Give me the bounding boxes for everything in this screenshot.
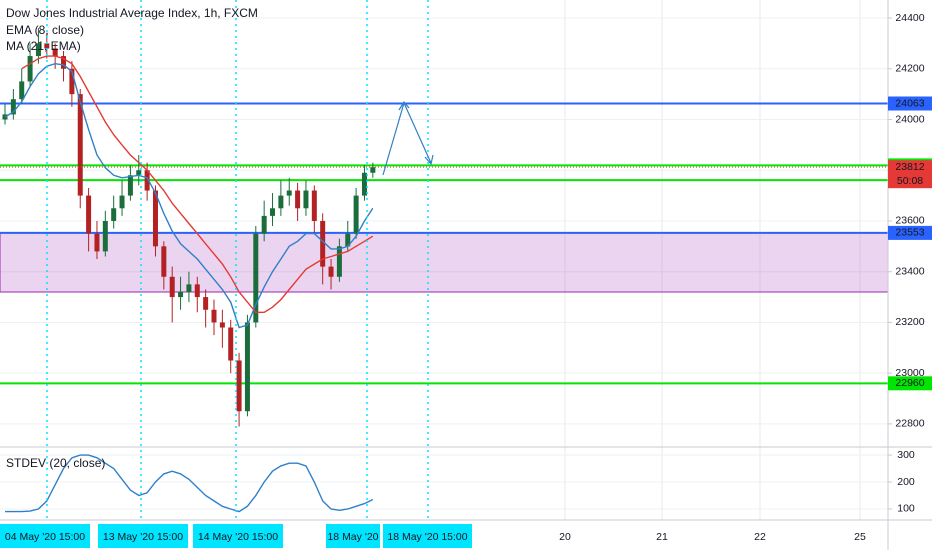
- candle-body: [336, 246, 342, 277]
- candle-body: [253, 233, 259, 323]
- candle-body: [136, 170, 142, 176]
- candle-body: [219, 322, 225, 328]
- candle-body: [19, 81, 25, 100]
- x-tick-label: 14 May '20 15:00: [198, 531, 278, 543]
- candle-body: [111, 208, 117, 221]
- candle-body: [303, 190, 309, 209]
- indicator-line: [21, 55, 374, 313]
- level-label-bg: [888, 376, 932, 391]
- y-tick-label: 23000: [895, 367, 924, 379]
- candle-body: [52, 48, 58, 57]
- candle-body: [169, 276, 175, 298]
- last-price-label: 23812: [895, 161, 924, 173]
- candle-body: [278, 195, 284, 209]
- candle-body: [61, 56, 67, 69]
- candle-body: [127, 175, 133, 196]
- candle-body: [236, 360, 242, 412]
- zone: [0, 232, 889, 293]
- candle-body: [345, 233, 351, 247]
- time-label-bg: [383, 524, 472, 548]
- time-label-bg: [0, 524, 90, 548]
- candle-body: [244, 322, 250, 412]
- candle-body: [286, 190, 292, 196]
- x-tick-label: 13 May '20 15:00: [103, 531, 183, 543]
- candle-body: [328, 266, 334, 277]
- candle-body: [152, 190, 158, 247]
- candle-body: [86, 195, 92, 234]
- y-tick-label: 24200: [895, 63, 924, 75]
- level-label: 24063: [895, 97, 924, 109]
- plot: [0, 17, 889, 513]
- candle-body: [94, 233, 100, 252]
- indicator-title: STDEV (20, close): [6, 456, 105, 470]
- candle-body: [186, 284, 192, 292]
- candle-body: [35, 43, 41, 57]
- candle-body: [370, 167, 376, 173]
- candle-body: [203, 297, 209, 310]
- candle-body: [320, 220, 326, 267]
- candle-body: [361, 172, 367, 196]
- y-tick-label: 24400: [895, 12, 924, 24]
- countdown: 50:08: [897, 175, 923, 187]
- x-tick-label: 18 May '20 15:00: [387, 531, 467, 543]
- projection-arrow: [382, 100, 434, 176]
- y-tick-label: 23400: [895, 265, 924, 277]
- level-label: 23553: [895, 227, 924, 239]
- candle-body: [119, 195, 125, 209]
- level-label-bg: [888, 96, 932, 111]
- time-label-bg: [326, 524, 380, 548]
- candle-body: [194, 284, 200, 298]
- y2-tick-label: 200: [897, 476, 915, 488]
- candle-body: [102, 220, 108, 252]
- y-tick-label: 22800: [895, 418, 924, 430]
- indicator-line: [4, 62, 374, 329]
- candle-body: [69, 68, 75, 95]
- level-label: 22960: [895, 377, 924, 389]
- x-tick-label: 04 May '20 15:00: [5, 531, 85, 543]
- x-tick-label: 20: [559, 531, 571, 543]
- candle-body: [228, 327, 234, 361]
- chart-title: Dow Jones Industrial Average Index, 1h, …: [6, 6, 258, 20]
- session-lines: [46, 0, 429, 520]
- candle-body: [27, 56, 33, 82]
- candle-body: [353, 195, 359, 234]
- stdev-line: [5, 454, 374, 513]
- x-tick-label: 18 May '20: [327, 531, 378, 543]
- candle-body: [270, 208, 276, 216]
- level-label-bg: [888, 225, 932, 240]
- candle-body: [211, 309, 217, 323]
- last-price-bg: [888, 160, 932, 189]
- y-tick-label: 23600: [895, 215, 924, 227]
- time-label-bg: [98, 524, 188, 548]
- candle-body: [44, 43, 50, 49]
- time-label-bg: [193, 524, 283, 548]
- candle-body: [161, 246, 167, 277]
- candle-body: [261, 215, 267, 234]
- y-tick-label: 24000: [895, 113, 924, 125]
- y-tick-label: 23200: [895, 316, 924, 328]
- x-tick-label: 22: [754, 531, 766, 543]
- y2-tick-label: 100: [897, 503, 915, 515]
- vertical-grid: [564, 0, 861, 520]
- candle-body: [311, 190, 317, 221]
- candle-body: [77, 94, 83, 196]
- x-tick-label: 25: [854, 531, 866, 543]
- legend-label: MA (21, EMA): [6, 39, 81, 53]
- x-tick-label: 21: [656, 531, 668, 543]
- candle-body: [295, 190, 301, 209]
- legend-label: EMA (8, close): [6, 23, 84, 37]
- candle-body: [178, 291, 184, 298]
- candle-body: [10, 99, 16, 115]
- candle-body: [144, 170, 150, 191]
- y2-tick-label: 300: [897, 449, 915, 461]
